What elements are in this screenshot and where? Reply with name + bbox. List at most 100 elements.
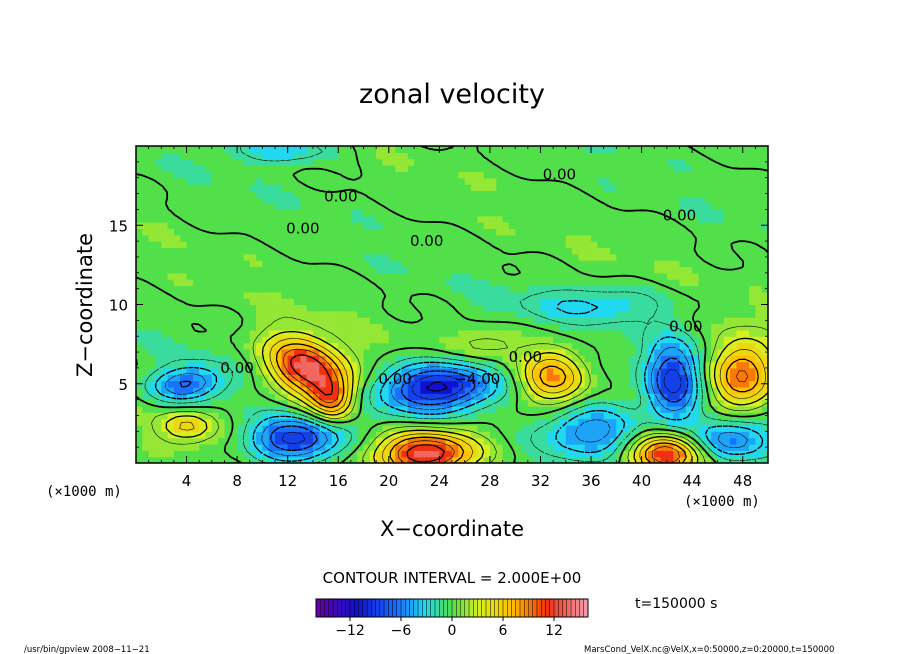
field-cell <box>439 184 447 191</box>
field-cell <box>673 253 681 261</box>
field-cell <box>319 412 327 420</box>
field-cell <box>192 196 200 204</box>
field-cell <box>578 348 586 356</box>
field-cell <box>477 177 485 185</box>
field-cell <box>698 228 706 236</box>
field-cell <box>306 323 314 331</box>
field-cell <box>275 203 282 210</box>
field-cell <box>496 266 504 274</box>
field-cell <box>584 437 592 445</box>
field-cell <box>591 247 598 255</box>
field-cell <box>237 190 245 198</box>
field-cell <box>527 152 535 160</box>
field-cell <box>603 203 611 210</box>
field-cell <box>262 165 270 172</box>
field-cell <box>395 342 403 350</box>
field-cell <box>445 228 453 236</box>
field-cell <box>597 228 605 236</box>
field-cell <box>489 418 497 426</box>
field-cell <box>736 399 744 407</box>
field-cell <box>186 342 194 350</box>
field-cell <box>312 279 320 287</box>
field-cell <box>363 443 371 451</box>
field-cell <box>730 317 737 325</box>
field-cell <box>679 348 687 356</box>
field-cell <box>433 291 440 299</box>
field-cell <box>376 165 384 172</box>
field-cell <box>521 215 529 223</box>
field-cell <box>192 399 200 407</box>
field-cell <box>376 405 384 413</box>
field-cell <box>401 285 409 293</box>
field-cell <box>610 336 617 344</box>
field-cell <box>559 310 567 318</box>
field-cell <box>363 298 371 306</box>
field-cell <box>496 348 504 356</box>
field-cell <box>521 361 529 369</box>
field-cell <box>591 342 598 350</box>
field-cell <box>553 412 561 420</box>
field-cell <box>369 361 377 369</box>
field-cell <box>142 253 150 261</box>
field-cell <box>483 158 491 166</box>
field-cell <box>382 310 390 318</box>
field-cell <box>553 285 561 293</box>
field-cell <box>414 310 421 318</box>
field-cell <box>325 342 333 350</box>
field-cell <box>230 203 238 210</box>
field-cell <box>641 177 649 185</box>
field-cell <box>186 367 194 375</box>
field-cell <box>515 342 523 350</box>
field-cell <box>426 317 434 325</box>
field-cell <box>515 386 523 394</box>
field-cell <box>256 361 263 369</box>
field-cell <box>736 336 744 344</box>
field-cell <box>180 291 188 299</box>
field-cell <box>761 279 768 287</box>
field-cell <box>565 437 573 445</box>
field-cell <box>376 253 384 261</box>
field-cell <box>363 266 371 274</box>
field-cell <box>635 184 643 191</box>
field-cell <box>243 418 251 426</box>
field-cell <box>224 348 232 356</box>
field-cell <box>496 247 504 255</box>
field-cell <box>224 247 232 255</box>
field-cell <box>559 355 567 363</box>
field-cell <box>591 317 598 325</box>
field-cell <box>199 317 207 325</box>
field-cell <box>685 146 693 153</box>
field-cell <box>489 196 497 204</box>
field-cell <box>685 228 693 236</box>
field-cell <box>344 317 352 325</box>
field-cell <box>641 279 649 287</box>
field-cell <box>628 260 636 268</box>
field-cell <box>641 418 649 426</box>
field-cell <box>325 279 333 287</box>
field-cell <box>350 380 358 388</box>
field-cell <box>578 291 586 299</box>
field-cell <box>470 310 478 318</box>
field-cell <box>154 247 162 255</box>
field-cell <box>496 317 504 325</box>
field-cell <box>578 323 586 331</box>
field-cell <box>401 374 409 382</box>
field-cell <box>414 228 421 236</box>
field-cell <box>628 184 636 191</box>
field-cell <box>420 450 428 458</box>
field-cell <box>717 285 725 293</box>
field-cell <box>546 234 554 242</box>
field-cell <box>395 266 403 274</box>
field-cell <box>647 158 655 166</box>
field-cell <box>180 367 188 375</box>
field-cell <box>230 443 238 451</box>
field-cell <box>610 253 617 261</box>
field-cell <box>502 424 510 432</box>
field-cell <box>578 355 586 363</box>
field-cell <box>350 456 358 463</box>
field-cell <box>641 165 649 172</box>
field-cell <box>540 336 548 344</box>
field-cell <box>730 298 737 306</box>
field-cell <box>344 152 352 160</box>
field-cell <box>382 279 390 287</box>
